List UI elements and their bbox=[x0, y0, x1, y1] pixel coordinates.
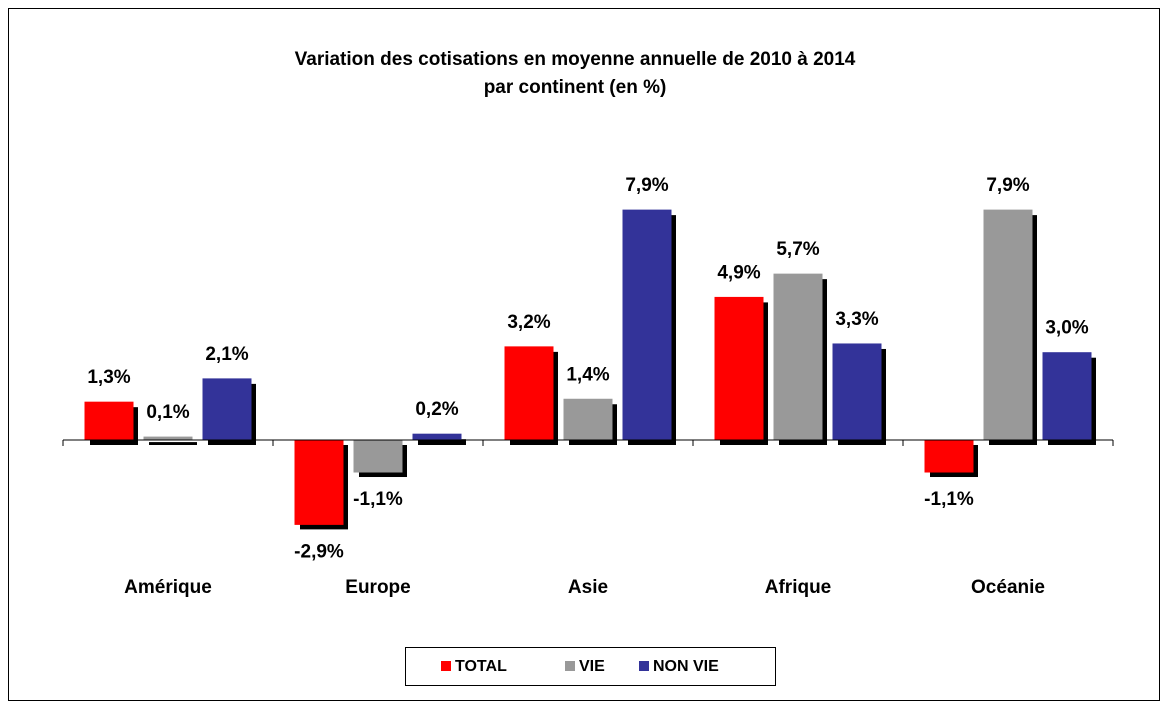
bar bbox=[714, 296, 764, 441]
data-label: 3,0% bbox=[1045, 318, 1088, 339]
x-tick-label: Asie bbox=[568, 577, 608, 598]
x-tick-label: Amérique bbox=[124, 577, 212, 598]
data-label: -1,1% bbox=[924, 489, 974, 510]
data-label: 4,9% bbox=[717, 262, 760, 283]
bar bbox=[1042, 352, 1092, 441]
data-label: -2,9% bbox=[294, 541, 344, 562]
bar bbox=[412, 433, 462, 441]
data-label: 7,9% bbox=[625, 175, 668, 196]
legend-swatch bbox=[639, 661, 649, 671]
data-label: 1,4% bbox=[566, 364, 609, 385]
data-label: 2,1% bbox=[205, 344, 248, 365]
bar-shadow bbox=[418, 439, 466, 445]
bar-shadow bbox=[149, 442, 197, 445]
bar bbox=[504, 346, 554, 441]
bar bbox=[84, 401, 134, 441]
bar bbox=[773, 273, 823, 441]
legend-swatch bbox=[441, 661, 451, 671]
legend-label: VIE bbox=[579, 658, 605, 675]
bar bbox=[832, 343, 882, 441]
bar bbox=[983, 209, 1033, 441]
legend-label: TOTAL bbox=[455, 658, 507, 675]
bar bbox=[353, 439, 403, 473]
data-label: 3,2% bbox=[507, 312, 550, 333]
bar bbox=[202, 378, 252, 441]
data-label: -1,1% bbox=[353, 489, 403, 510]
legend-box bbox=[405, 647, 776, 686]
data-label: 0,1% bbox=[146, 402, 189, 423]
legend-label: NON VIE bbox=[653, 658, 719, 675]
bar bbox=[924, 439, 974, 473]
data-label: 7,9% bbox=[986, 175, 1029, 196]
bar bbox=[563, 398, 613, 441]
data-label: 1,3% bbox=[87, 367, 130, 388]
data-label: 5,7% bbox=[776, 239, 819, 260]
bar bbox=[622, 209, 672, 441]
chart-title: par continent (en %) bbox=[484, 77, 667, 98]
bar bbox=[294, 439, 344, 525]
data-label: 3,3% bbox=[835, 309, 878, 330]
x-tick-label: Europe bbox=[345, 577, 410, 598]
x-tick-label: Afrique bbox=[765, 577, 832, 598]
chart-frame bbox=[8, 8, 1160, 701]
legend-swatch bbox=[565, 661, 575, 671]
x-tick-label: Océanie bbox=[971, 577, 1045, 598]
chart-title: Variation des cotisations en moyenne ann… bbox=[295, 49, 856, 70]
data-label: 0,2% bbox=[415, 399, 458, 420]
